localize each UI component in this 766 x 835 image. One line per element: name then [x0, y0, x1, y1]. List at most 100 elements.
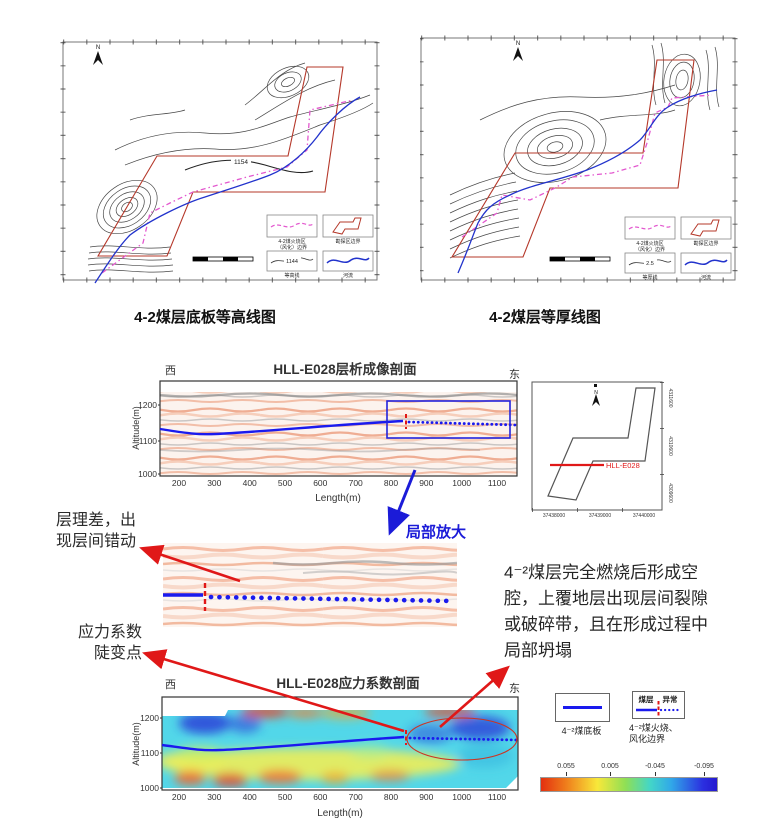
exploration-boundary [451, 59, 695, 258]
exploration-boundary [97, 66, 344, 257]
legend-anomaly-box: 煤层 异常 [632, 691, 685, 719]
colorbar [540, 777, 718, 792]
annotation-bedding: 层理差，出 现层间错动 [56, 512, 137, 550]
svg-text:等厚线: 等厚线 [642, 274, 657, 281]
stress-title: HLL-E028应力系数剖面 [276, 675, 420, 691]
map-legend: 4-2煤火烧区 （风化）边界 勘探区边界 1144 等高线 河流 [266, 214, 374, 279]
river-line [457, 89, 718, 274]
svg-text:1000: 1000 [452, 792, 471, 802]
survey-area-outline [547, 387, 656, 501]
north-arrow-icon: N [93, 45, 103, 65]
contour-lines [87, 62, 374, 273]
svg-text:500: 500 [278, 478, 292, 488]
river-line [94, 96, 361, 284]
scale-bar [549, 256, 611, 262]
svg-text:河流: 河流 [343, 272, 353, 279]
svg-text:勘探区边界: 勘探区边界 [693, 240, 718, 247]
svg-text:1100: 1100 [488, 478, 507, 488]
svg-text:37439000: 37439000 [589, 513, 611, 519]
svg-text:37438000: 37438000 [543, 513, 565, 519]
svg-text:4-2煤火烧区: 4-2煤火烧区 [636, 240, 663, 247]
svg-text:800: 800 [384, 478, 398, 488]
colorbar-tick: 0.005 [601, 763, 619, 770]
svg-text:异常: 异常 [663, 694, 678, 704]
annotation-stress-point: 应力系数 陡变点 [77, 624, 142, 662]
east-label: 东 [509, 682, 520, 695]
svg-text:300: 300 [207, 792, 221, 802]
legend-floor-label: 4⁻²煤底板 [561, 726, 602, 736]
svg-text:（风化）边界: （风化）边界 [277, 244, 307, 251]
svg-text:800: 800 [384, 792, 398, 802]
svg-text:勘探区边界: 勘探区边界 [335, 238, 360, 245]
colorbar-tick: 0.055 [557, 763, 575, 770]
map-legend: 4-2煤火烧区 （风化）边界 勘探区边界 2.5 等厚线 河流 [624, 216, 732, 281]
svg-text:1000: 1000 [138, 469, 157, 479]
north-arrow-icon: N [592, 384, 600, 406]
stress-heatmap [162, 710, 518, 788]
inset-location-map: N HLL-E028 37438000 37439000 37440000 43… [531, 381, 673, 519]
svg-text:N: N [96, 45, 100, 51]
coal-floor-anomaly-dotted [407, 420, 518, 427]
svg-text:900: 900 [419, 792, 433, 802]
zoom-region-box [386, 400, 511, 439]
contour-lines [449, 42, 720, 259]
svg-text:Length(m): Length(m) [315, 493, 361, 504]
colorbar-mark [610, 772, 611, 776]
svg-text:4309600: 4309600 [667, 483, 673, 503]
coal-floor-line [161, 735, 405, 752]
enlarged-strip [163, 543, 457, 627]
survey-line-label: HLL-E028 [606, 461, 640, 470]
svg-text:N: N [516, 41, 520, 47]
svg-text:400: 400 [243, 478, 257, 488]
west-label: 西 [165, 679, 176, 691]
colorbar-tick: -0.095 [694, 763, 714, 770]
svg-text:1100: 1100 [139, 436, 158, 446]
scale-bar [192, 256, 254, 262]
coal-floor-symbol [563, 706, 602, 709]
west-label: 西 [165, 365, 176, 377]
zoom-label: 局部放大 [406, 524, 467, 541]
svg-text:1144: 1144 [286, 259, 298, 265]
svg-text:4311600: 4311600 [667, 388, 673, 407]
north-arrow-icon: N [513, 41, 523, 61]
burn-boundary-line [101, 99, 354, 274]
svg-text:1200: 1200 [138, 400, 157, 410]
svg-text:500: 500 [278, 792, 292, 802]
svg-text:Altitude(m): Altitude(m) [131, 722, 141, 766]
svg-text:2.5: 2.5 [646, 261, 654, 267]
svg-text:河流: 河流 [701, 274, 711, 281]
svg-text:4-2煤火烧区: 4-2煤火烧区 [278, 238, 305, 245]
svg-text:200: 200 [172, 792, 186, 802]
colorbar-mark [655, 772, 656, 776]
inset-axes: 37438000 37439000 37440000 4311600 43106… [543, 388, 673, 519]
svg-text:煤层: 煤层 [639, 694, 654, 704]
stress-profile: HLL-E028应力系数剖面 西 东 [131, 675, 520, 819]
colorbar-mark [704, 772, 705, 776]
svg-text:N: N [594, 390, 598, 396]
svg-text:等高线: 等高线 [284, 272, 299, 279]
stress-axes: 1200 1100 1000 200 300 400 500 600 700 8… [131, 713, 506, 819]
svg-text:（风化）边界: （风化）边界 [635, 246, 665, 253]
svg-text:300: 300 [207, 478, 221, 488]
coal-floor-anomaly-dotted [208, 594, 456, 604]
annotation-cavity: 4⁻²煤层完全燃烧后形成空 腔，上覆地层出现层间裂隙 或破碎带，且在形成过程中 … [504, 563, 708, 660]
svg-text:37440000: 37440000 [633, 513, 655, 519]
svg-text:1100: 1100 [488, 792, 507, 802]
east-label: 东 [509, 368, 520, 381]
svg-text:700: 700 [349, 792, 363, 802]
coal-floor-line [159, 419, 404, 436]
colorbar-tick: -0.045 [645, 763, 665, 770]
svg-text:4310600: 4310600 [667, 436, 673, 456]
tomo-title: HLL-E028层析成像剖面 [273, 361, 417, 377]
svg-text:600: 600 [313, 792, 327, 802]
contour-map-floor: N 1154 [60, 39, 380, 284]
svg-text:700: 700 [349, 478, 363, 488]
svg-text:900: 900 [419, 478, 433, 488]
caption-floor-map: 4-2煤层底板等高线图 [134, 309, 276, 326]
svg-text:1000: 1000 [452, 478, 471, 488]
svg-text:Altitude(m): Altitude(m) [131, 406, 141, 450]
svg-text:1200: 1200 [140, 713, 159, 723]
tomography-profile: HLL-E028层析成像剖面 西 东 1200 1100 1000 200 30… [131, 361, 520, 504]
svg-text:600: 600 [313, 478, 327, 488]
